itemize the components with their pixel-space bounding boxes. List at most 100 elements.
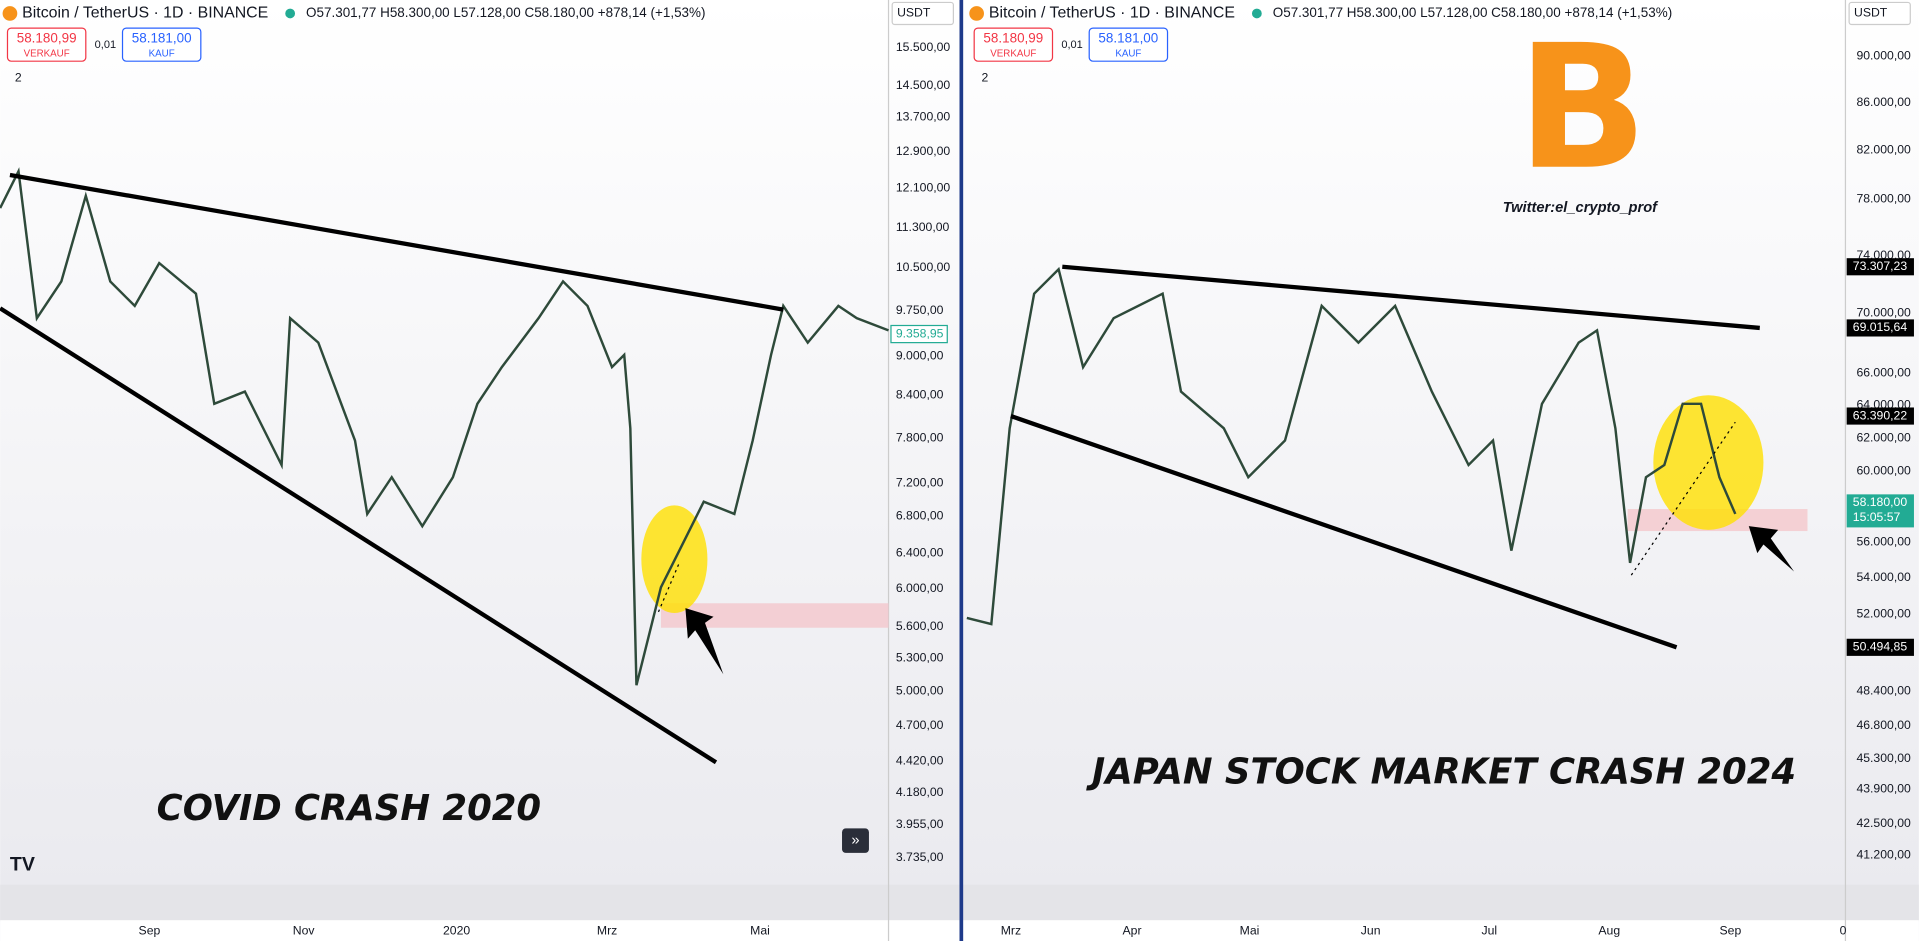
price-label: 14.500,00 (896, 78, 951, 92)
price-badge (890, 324, 948, 344)
price-label: 66.000,00 (1856, 365, 1911, 379)
buy-button[interactable] (121, 27, 202, 62)
countdown: 15:05:57 (1853, 510, 1901, 524)
buy-label: KAUF (1115, 48, 1141, 59)
price-label: 90.000,00 (1856, 49, 1911, 63)
price-label: 10.500,00 (896, 260, 951, 274)
scroll-icon: » (851, 833, 859, 849)
time-label: Mrz (1001, 923, 1021, 937)
price-label: 3.735,00 (896, 850, 944, 864)
dotted-line (1630, 421, 1736, 576)
price-label: 4.420,00 (896, 753, 944, 767)
price-label: 48.400,00 (1856, 684, 1911, 698)
price-label: 45.300,00 (1856, 751, 1911, 765)
price-label: 8.400,00 (896, 387, 944, 401)
price-label: 6.800,00 (896, 509, 944, 523)
price-label: 41.200,00 (1856, 848, 1911, 862)
divider (959, 0, 964, 941)
buy-label: KAUF (149, 48, 175, 59)
price-label: 52.000,00 (1856, 607, 1911, 621)
sell-price: 58.180,99 (17, 31, 77, 46)
time-label: Sep (139, 923, 161, 937)
arrow (685, 608, 724, 675)
currency-select[interactable] (1848, 1, 1911, 26)
current-price: 58.180,00 (1853, 495, 1908, 509)
badge-label: 63.390,22 (1853, 408, 1908, 422)
time-label: Aug (1598, 923, 1620, 937)
price-label: 42.500,00 (1856, 816, 1911, 830)
spread: 0,01 (1061, 39, 1082, 51)
sell-button[interactable] (973, 27, 1054, 62)
time-label: Mrz (597, 923, 617, 937)
currency: USDT (1854, 6, 1888, 20)
time-label: Jun (1361, 923, 1381, 937)
price-badge (1846, 258, 1914, 276)
tv-logo: TV (10, 853, 35, 875)
badge-label: 73.307,23 (1853, 259, 1908, 273)
coin-icon (2, 6, 18, 21)
spread: 0,01 (95, 39, 116, 51)
badge-label: 50.494,85 (1853, 640, 1908, 654)
price-label: 15.500,00 (896, 40, 951, 54)
price-label: 62.000,00 (1856, 430, 1911, 444)
price-label: 9.750,00 (896, 303, 944, 317)
indicators-toggle[interactable]: 2 (982, 71, 989, 85)
price-label: 12.900,00 (896, 144, 951, 158)
price-label: 60.000,00 (1856, 463, 1911, 477)
price-label: 7.200,00 (896, 476, 944, 490)
price-label: 7.800,00 (896, 430, 944, 444)
price-label: 6.400,00 (896, 545, 944, 559)
price-label: 11.300,00 (896, 220, 950, 234)
price-label: 46.800,00 (1856, 718, 1911, 732)
price-badge (1846, 638, 1914, 656)
buy-button[interactable] (1088, 27, 1169, 62)
time-label: Sep (1720, 923, 1742, 937)
indicators-toggle[interactable]: 2 (15, 71, 22, 85)
ohlc: O57.301,77 H58.300,00 L57.128,00 C58.180… (306, 5, 705, 20)
watermark: Twitter:el_crypto_prof (1503, 200, 1659, 216)
price-label: 5.300,00 (896, 651, 944, 665)
price-label: 4.700,00 (896, 718, 944, 732)
buy-price: 58.181,00 (132, 31, 192, 46)
price-label: 13.700,00 (896, 110, 951, 124)
time-label: 0 (1840, 923, 1847, 937)
scroll-button[interactable] (842, 828, 869, 853)
currency-select[interactable] (891, 1, 954, 26)
symbol: Bitcoin / TetherUS · 1D · BINANCE (989, 5, 1235, 22)
caption: JAPAN STOCK MARKET CRASH 2024 (1086, 751, 1796, 792)
sell-button[interactable] (6, 27, 87, 62)
time-label: Apr (1123, 923, 1142, 937)
badge-label: 69.015,64 (1853, 320, 1908, 334)
time-label: Nov (293, 923, 316, 937)
sell-label: VERKAUF (24, 48, 70, 59)
price-label: 3.955,00 (896, 817, 944, 831)
price-line (966, 266, 1737, 626)
coin-icon (969, 6, 984, 21)
price-label: 4.180,00 (896, 785, 944, 799)
price-label: 78.000,00 (1856, 192, 1911, 206)
caption: COVID CRASH 2020 (157, 788, 541, 829)
time-label: Mai (750, 923, 770, 937)
price-label: 6.000,00 (896, 581, 944, 595)
arrow (1748, 526, 1795, 572)
status-dot (285, 8, 296, 19)
sell-price: 58.180,99 (983, 31, 1043, 46)
price-line (0, 167, 889, 686)
status-dot (1251, 8, 1262, 19)
sell-label: VERKAUF (990, 48, 1036, 59)
time-label: Mai (1240, 923, 1260, 937)
price-badge (1846, 407, 1914, 425)
price-badge (1846, 319, 1914, 337)
price-label: 70.000,00 (1856, 305, 1911, 319)
buy-price: 58.181,00 (1098, 31, 1158, 46)
time-label: 2020 (443, 923, 470, 937)
currency: USDT (897, 6, 931, 20)
trend-lines (0, 172, 1760, 765)
price-label: 82.000,00 (1856, 143, 1911, 157)
symbol: Bitcoin / TetherUS · 1D · BINANCE (22, 5, 268, 22)
price-label: 43.900,00 (1856, 781, 1911, 795)
price-label: 86.000,00 (1856, 95, 1911, 109)
price-label: 54.000,00 (1856, 570, 1911, 584)
price-label: 12.100,00 (896, 181, 951, 195)
price-label: 5.000,00 (896, 684, 944, 698)
